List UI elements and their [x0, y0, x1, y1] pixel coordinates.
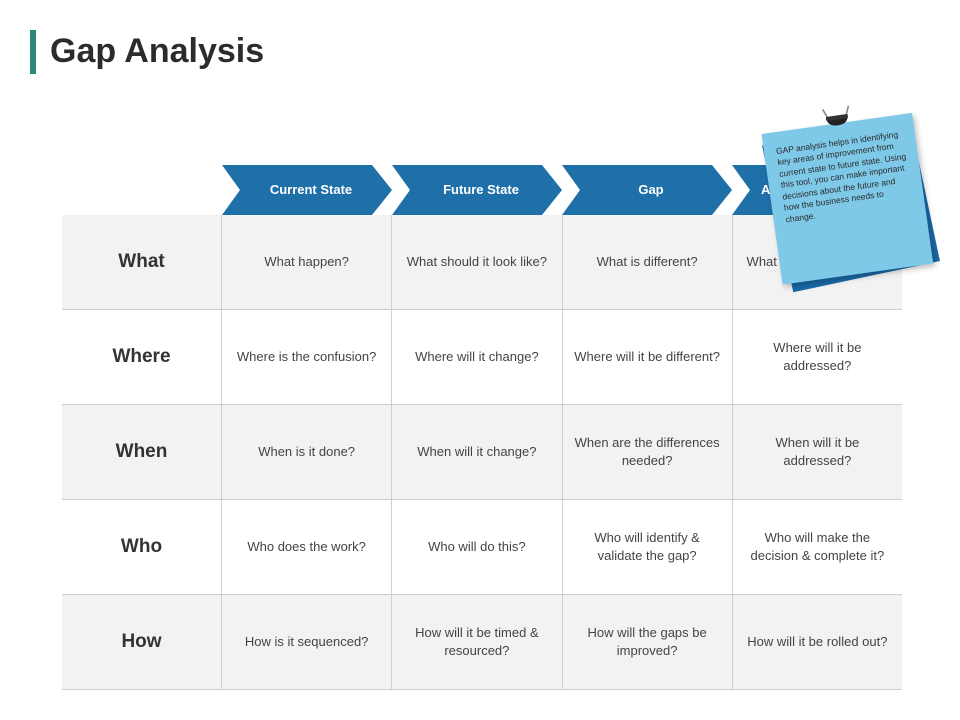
- row-head-what: What: [62, 215, 222, 309]
- table-row: How How is it sequenced? How will it be …: [62, 595, 902, 690]
- table-row: Where Where is the confusion? Where will…: [62, 310, 902, 405]
- cell: What happen?: [222, 215, 392, 309]
- cell: Where is the confusion?: [222, 310, 392, 404]
- col-header-label: Current State: [270, 182, 352, 198]
- page-title: Gap Analysis: [50, 32, 264, 71]
- cell: Who does the work?: [222, 500, 392, 594]
- table-row: Who Who does the work? Who will do this?…: [62, 500, 902, 595]
- row-head-where: Where: [62, 310, 222, 404]
- col-header-future-state: Future State: [392, 165, 562, 215]
- col-header-current-state: Current State: [222, 165, 392, 215]
- table-row: When When is it done? When will it chang…: [62, 405, 902, 500]
- cell: When will it be addressed?: [733, 405, 902, 499]
- cell: How is it sequenced?: [222, 595, 392, 689]
- sticky-note-body: GAP analysis helps in identifying key ar…: [762, 113, 934, 285]
- sticky-note-text: GAP analysis helps in identifying key ar…: [775, 129, 906, 224]
- cell: Who will identify & validate the gap?: [563, 500, 733, 594]
- cell: When is it done?: [222, 405, 392, 499]
- cell: Who will make the decision & complete it…: [733, 500, 902, 594]
- title-accent-bar: [30, 30, 36, 74]
- cell: Who will do this?: [392, 500, 562, 594]
- col-header-gap: Gap: [562, 165, 732, 215]
- col-header-label: Future State: [443, 182, 519, 198]
- cell: What should it look like?: [392, 215, 562, 309]
- row-head-how: How: [62, 595, 222, 689]
- binder-clip-icon: [820, 103, 853, 131]
- cell: How will the gaps be improved?: [563, 595, 733, 689]
- cell: Where will it be different?: [563, 310, 733, 404]
- row-head-who: Who: [62, 500, 222, 594]
- cell: How will it be rolled out?: [733, 595, 902, 689]
- cell: Where will it change?: [392, 310, 562, 404]
- cell: When are the differences needed?: [563, 405, 733, 499]
- cell: When will it change?: [392, 405, 562, 499]
- row-head-when: When: [62, 405, 222, 499]
- col-header-label: Gap: [638, 182, 663, 198]
- cell: How will it be timed & resourced?: [392, 595, 562, 689]
- cell: Where will it be addressed?: [733, 310, 902, 404]
- cell: What is different?: [563, 215, 733, 309]
- sticky-note: GAP analysis helps in identifying key ar…: [757, 107, 949, 299]
